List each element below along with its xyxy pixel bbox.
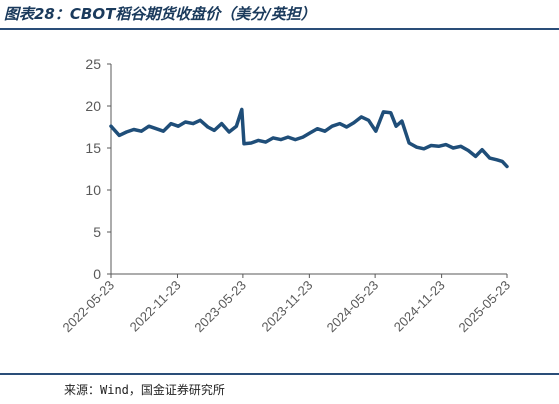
y-tick-label: 15 <box>85 140 101 156</box>
x-tick-label: 2024-11-23 <box>391 278 448 335</box>
source-note: 来源：Wind，国金证券研究所 <box>64 383 225 397</box>
figure-title: 图表28：CBOT稻谷期货收盘价（美分/英担） <box>4 5 316 23</box>
title-rule <box>0 28 559 30</box>
y-tick-label: 5 <box>93 224 101 240</box>
series-line <box>109 107 509 169</box>
x-tick-label: 2024-05-23 <box>324 278 382 336</box>
y-tick-label: 10 <box>85 182 101 198</box>
y-tick-label: 25 <box>85 56 101 72</box>
source-rule <box>0 373 559 375</box>
x-tick-label: 2025-05-23 <box>455 278 513 336</box>
x-tick-label: 2022-05-23 <box>59 278 117 336</box>
x-tick-label: 2023-05-23 <box>191 278 249 336</box>
y-tick-label: 0 <box>93 266 101 282</box>
line-chart: 0 5 10 15 20 25 2022-05-23 2022-11-23 2023-05-2… <box>59 56 513 336</box>
x-tick-label: 2023-11-23 <box>259 278 316 335</box>
x-tick-label: 2022-11-23 <box>127 278 184 335</box>
y-tick-label: 20 <box>85 98 101 114</box>
